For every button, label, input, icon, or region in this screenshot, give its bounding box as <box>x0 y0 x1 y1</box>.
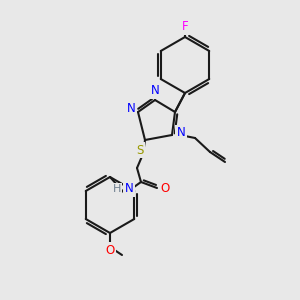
Text: O: O <box>105 244 115 256</box>
Text: N: N <box>124 182 134 196</box>
Text: N: N <box>177 127 185 140</box>
Text: N: N <box>151 85 159 98</box>
Text: N: N <box>127 101 135 115</box>
Text: F: F <box>182 20 188 34</box>
Text: H: H <box>113 184 121 194</box>
Text: O: O <box>160 182 169 194</box>
Text: S: S <box>136 143 144 157</box>
